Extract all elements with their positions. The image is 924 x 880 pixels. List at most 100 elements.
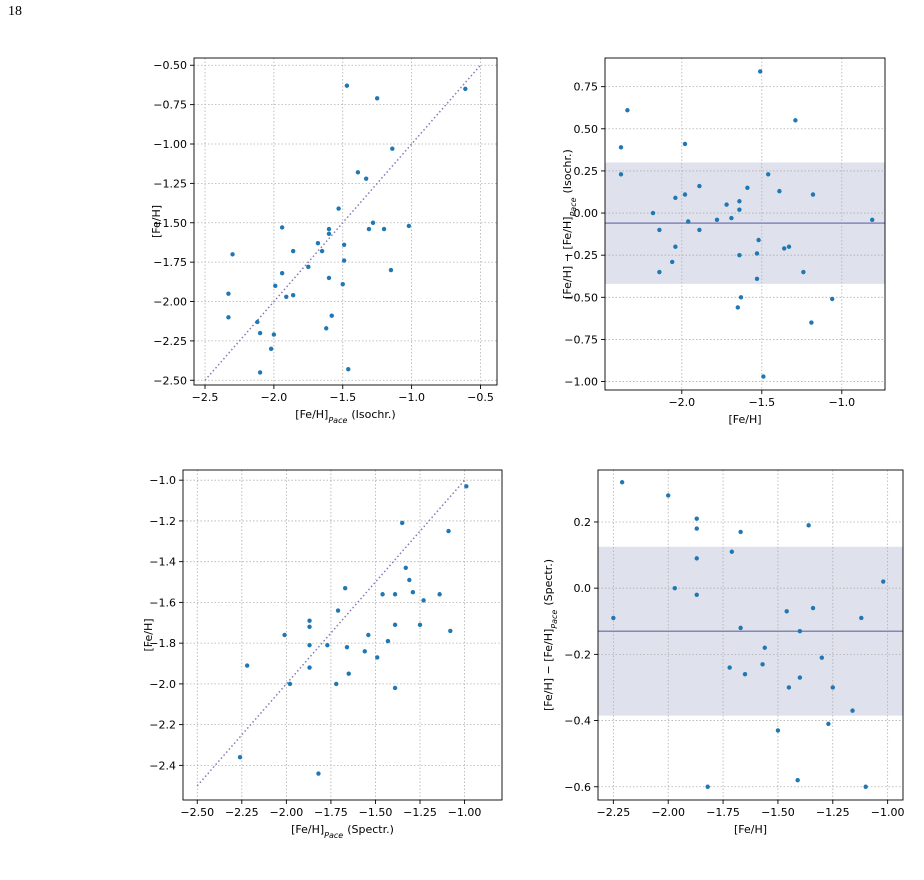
y-tick-label: 0.00 bbox=[574, 207, 599, 220]
y-tick-label: −1.50 bbox=[153, 217, 187, 230]
point bbox=[618, 172, 624, 177]
point bbox=[756, 237, 761, 243]
point bbox=[729, 215, 734, 221]
point bbox=[810, 192, 816, 197]
x-tick-label: −1.00 bbox=[448, 806, 482, 819]
point bbox=[307, 665, 312, 670]
point bbox=[830, 296, 835, 302]
label-part: (Spectr.) bbox=[542, 559, 555, 606]
point bbox=[407, 577, 412, 583]
point bbox=[370, 220, 376, 225]
point bbox=[625, 108, 630, 113]
point bbox=[850, 708, 855, 713]
point bbox=[290, 293, 296, 298]
x-tick-label: −2.00 bbox=[270, 806, 304, 819]
point bbox=[446, 528, 451, 534]
y-tick-label: −0.75 bbox=[564, 333, 598, 346]
point bbox=[729, 549, 735, 554]
point bbox=[830, 685, 835, 690]
point bbox=[758, 69, 763, 74]
y-tick-label: −0.25 bbox=[564, 249, 598, 262]
point bbox=[809, 320, 814, 325]
point bbox=[657, 269, 662, 275]
point bbox=[705, 784, 710, 789]
point bbox=[448, 628, 453, 634]
point bbox=[335, 608, 341, 613]
point bbox=[326, 275, 332, 281]
axes-frame bbox=[597, 469, 904, 801]
y-tick-label: 0.25 bbox=[574, 165, 599, 178]
reference-line bbox=[204, 64, 482, 381]
label-subscript: Pace bbox=[324, 831, 343, 840]
point bbox=[334, 681, 339, 687]
point bbox=[761, 374, 766, 379]
point bbox=[810, 605, 816, 611]
point bbox=[618, 145, 624, 150]
point bbox=[307, 624, 312, 630]
point bbox=[341, 258, 347, 263]
point bbox=[682, 141, 688, 147]
point bbox=[657, 227, 662, 233]
y-tick-label: −1.00 bbox=[564, 376, 598, 389]
point bbox=[417, 622, 423, 628]
point bbox=[727, 665, 732, 670]
point bbox=[346, 671, 351, 676]
y-tick-label: −0.75 bbox=[153, 99, 187, 112]
axes-frame bbox=[604, 57, 886, 391]
point bbox=[819, 655, 825, 660]
point bbox=[737, 199, 742, 204]
point bbox=[742, 672, 748, 677]
label-part: [Fe/H] bbox=[142, 618, 155, 651]
point bbox=[775, 728, 781, 733]
point bbox=[244, 663, 250, 668]
y-tick-label: −0.50 bbox=[564, 291, 598, 304]
point bbox=[366, 226, 372, 232]
point bbox=[282, 632, 287, 638]
x-axis-label: [Fe/H] bbox=[734, 823, 767, 836]
point bbox=[786, 685, 792, 690]
point bbox=[392, 622, 398, 628]
x-tick-label: −1.50 bbox=[761, 806, 795, 819]
point bbox=[279, 225, 285, 230]
x-axis-label: [Fe/H]Pace (Isochr.) bbox=[295, 408, 395, 425]
label-part: [Fe/H] − [Fe/H] bbox=[561, 217, 574, 299]
point bbox=[672, 585, 677, 591]
point bbox=[271, 332, 277, 337]
point bbox=[336, 206, 341, 211]
y-tick-label: −2.0 bbox=[149, 678, 176, 691]
x-tick-label: −1.50 bbox=[359, 806, 393, 819]
point bbox=[355, 170, 361, 175]
x-tick-label: −1.25 bbox=[403, 806, 437, 819]
point bbox=[463, 86, 468, 92]
point bbox=[786, 244, 792, 249]
x-tick-label: −2.25 bbox=[597, 806, 631, 819]
point bbox=[806, 523, 811, 528]
point bbox=[464, 484, 469, 489]
point bbox=[795, 777, 800, 783]
y-tick-label: −1.0 bbox=[149, 474, 176, 487]
label-part: (Isochr.) bbox=[561, 149, 574, 193]
point bbox=[237, 755, 243, 760]
point bbox=[782, 246, 787, 251]
point bbox=[341, 242, 347, 248]
y-axis-label: [Fe/H] bbox=[142, 618, 155, 651]
point bbox=[881, 579, 886, 584]
y-tick-label: 0.75 bbox=[574, 81, 599, 94]
x-tick-label: −1.0 bbox=[398, 391, 425, 404]
y-tick-label: −1.6 bbox=[149, 596, 176, 609]
y-tick-label: −2.50 bbox=[153, 374, 187, 387]
point bbox=[714, 217, 720, 222]
point bbox=[694, 556, 699, 561]
point bbox=[738, 625, 743, 631]
point bbox=[257, 330, 263, 336]
point bbox=[673, 195, 678, 201]
point bbox=[257, 370, 263, 375]
point bbox=[392, 685, 398, 691]
point bbox=[754, 276, 760, 281]
label-subscript: Pace bbox=[569, 197, 578, 216]
x-tick-label: −1.75 bbox=[314, 806, 348, 819]
label-part: [Fe/H] bbox=[728, 413, 761, 426]
point bbox=[762, 645, 767, 650]
point bbox=[737, 252, 742, 258]
